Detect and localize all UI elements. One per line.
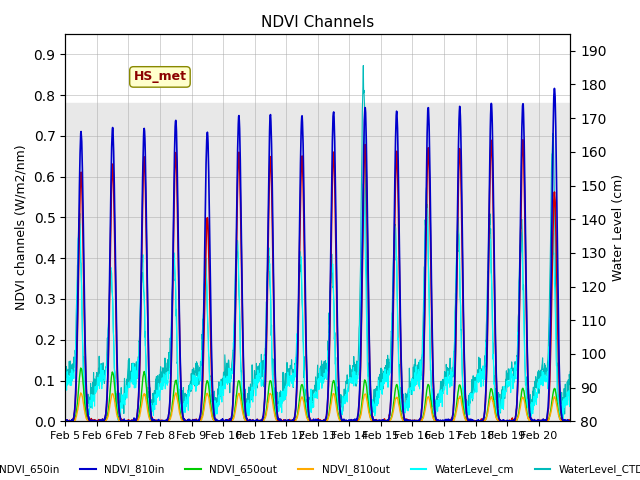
Y-axis label: Water Level (cm): Water Level (cm) [612, 174, 625, 281]
Bar [65, 103, 570, 421]
Text: HS_met: HS_met [134, 71, 186, 84]
Y-axis label: NDVI channels (W/m2/nm): NDVI channels (W/m2/nm) [15, 145, 28, 311]
Title: NDVI Channels: NDVI Channels [261, 15, 374, 30]
Legend: NDVI_650in, NDVI_810in, NDVI_650out, NDVI_810out, WaterLevel_cm, WaterLevel_CTD_: NDVI_650in, NDVI_810in, NDVI_650out, NDV… [0, 460, 640, 480]
